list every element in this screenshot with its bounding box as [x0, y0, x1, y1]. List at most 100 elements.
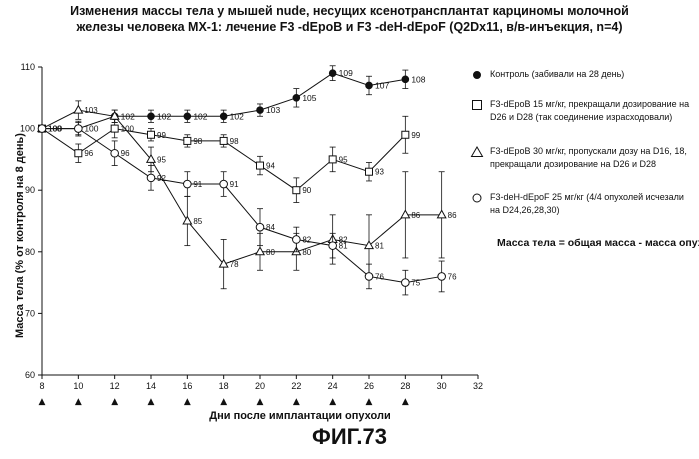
dosing-marker: ▲	[329, 397, 336, 407]
dosing-marker: ▲	[75, 397, 82, 407]
data-label: 98	[230, 137, 239, 146]
data-point	[257, 107, 264, 114]
data-point	[75, 150, 82, 157]
dosing-marker: ▲	[293, 397, 300, 407]
data-point	[183, 217, 191, 225]
data-label: 81	[339, 242, 348, 251]
legend-filled-circle-marker	[470, 69, 484, 81]
data-point	[329, 70, 336, 77]
data-label: 91	[230, 180, 239, 189]
series-2: 103958578808082818686	[38, 101, 457, 289]
data-point	[257, 162, 264, 169]
data-label: 96	[84, 149, 93, 158]
data-label: 82	[302, 235, 311, 244]
y-tick-label: 70	[25, 308, 35, 318]
data-point	[402, 279, 410, 287]
x-tick-label: 26	[364, 381, 374, 391]
dosing-marker: ▲	[39, 397, 46, 407]
body-mass-note: Масса тела = общая масса - масса опухоли	[497, 237, 699, 249]
data-point	[402, 76, 409, 83]
data-point	[293, 236, 301, 244]
data-point	[111, 125, 118, 132]
data-point	[184, 137, 191, 144]
x-tick-label: 8	[39, 381, 44, 391]
data-point	[74, 106, 82, 114]
data-point	[293, 187, 300, 194]
data-label: 93	[375, 168, 384, 177]
data-label: 100	[84, 124, 98, 134]
y-tick-label: 60	[25, 370, 35, 380]
dosing-markers: ▲▲▲▲▲▲▲▲▲▲▲	[39, 397, 409, 407]
data-point	[220, 113, 227, 120]
data-point	[148, 131, 155, 138]
x-tick-label: 28	[400, 381, 410, 391]
data-label: 80	[266, 248, 275, 257]
data-point	[220, 180, 228, 188]
data-point	[256, 247, 264, 255]
data-label: 94	[266, 162, 275, 171]
data-label: 95	[339, 155, 348, 164]
legend-label: F3-deH-dEpoF 25 мг/кг (4/4 опухолей исче…	[490, 191, 690, 217]
x-tick-label: 16	[182, 381, 192, 391]
x-tick-label: 20	[255, 381, 265, 391]
data-label: 76	[448, 272, 457, 281]
data-label: 76	[375, 272, 384, 281]
data-point	[184, 113, 191, 120]
data-point	[366, 168, 373, 175]
data-label: 102	[230, 111, 244, 121]
x-axis-label: Дни после имплантации опухоли	[150, 410, 450, 422]
data-point	[38, 125, 46, 133]
figure-label: ФИГ.73	[0, 424, 699, 450]
data-label: 109	[339, 68, 353, 78]
data-point	[75, 125, 83, 133]
data-point	[365, 273, 373, 281]
data-point	[256, 223, 264, 231]
y-tick-label: 110	[21, 62, 35, 72]
data-label: 91	[193, 180, 202, 189]
data-point	[329, 156, 336, 163]
x-tick-label: 24	[328, 381, 338, 391]
x-tick-label: 32	[473, 381, 483, 391]
legend-label: F3-dEpoB 15 мг/кг, прекращали дозировани…	[490, 98, 690, 124]
legend-label: Контроль (забивали на 28 день)	[490, 68, 690, 81]
data-label: 108	[411, 74, 425, 84]
data-label: 107	[375, 80, 389, 90]
data-point	[402, 131, 409, 138]
x-tick-label: 12	[110, 381, 120, 391]
series-3: 10096929191848281767576	[38, 122, 457, 294]
x-tick-label: 22	[291, 381, 301, 391]
data-label: 105	[302, 93, 316, 103]
data-point	[220, 137, 227, 144]
data-label: 99	[411, 131, 420, 140]
data-label: 102	[157, 111, 171, 121]
data-point	[147, 174, 155, 182]
data-point	[148, 113, 155, 120]
data-label: 80	[302, 248, 311, 257]
data-point	[437, 210, 445, 218]
data-point	[438, 273, 446, 281]
data-label: 102	[193, 111, 207, 121]
y-tick-label: 90	[25, 185, 35, 195]
legend-open-circle-marker	[470, 192, 484, 204]
data-label: 96	[121, 149, 130, 158]
dosing-marker: ▲	[111, 397, 118, 407]
dosing-marker: ▲	[184, 397, 191, 407]
data-label: 99	[157, 131, 166, 140]
data-label: 75	[411, 279, 420, 288]
data-label: 81	[375, 242, 384, 251]
data-point	[401, 210, 409, 218]
legend-label: F3-dEpoB 30 мг/кг, пропускали дозу на D1…	[490, 145, 690, 171]
data-label: 84	[266, 223, 275, 232]
data-point	[293, 95, 300, 102]
data-label: 95	[157, 155, 166, 164]
dosing-marker: ▲	[366, 397, 373, 407]
legend-square-marker	[470, 99, 484, 111]
data-label: 78	[230, 260, 239, 269]
data-point	[329, 242, 337, 250]
y-axis-label: Масса тела (% от контроля на 8 день)	[14, 138, 26, 338]
data-label: 100	[48, 125, 62, 134]
legend-triangle-marker	[470, 146, 484, 158]
data-label: 86	[411, 211, 420, 220]
x-tick-label: 14	[146, 381, 156, 391]
dosing-marker: ▲	[148, 397, 155, 407]
